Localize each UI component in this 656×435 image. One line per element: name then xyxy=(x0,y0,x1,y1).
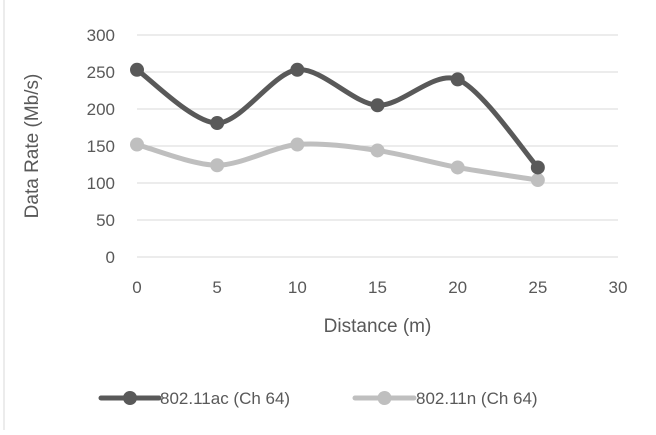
x-tick-label: 0 xyxy=(132,278,141,297)
legend-swatch-marker xyxy=(377,391,392,405)
data-point xyxy=(290,62,305,77)
data-point xyxy=(290,137,305,152)
legend-label: 802.11ac (Ch 64) xyxy=(160,389,290,408)
legend-item-0: 802.11ac (Ch 64) xyxy=(98,389,290,408)
y-tick-label: 50 xyxy=(96,211,115,230)
legend-label: 802.11n (Ch 64) xyxy=(416,389,538,408)
y-tick-label: 150 xyxy=(87,137,115,156)
y-axis-title: Data Rate (Mb/s) xyxy=(22,74,43,219)
data-point xyxy=(530,160,545,175)
x-tick-label: 25 xyxy=(528,278,547,297)
x-tick-label: 5 xyxy=(212,278,221,297)
x-tick-label: 15 xyxy=(368,278,387,297)
y-tick-label: 250 xyxy=(87,63,115,82)
data-point xyxy=(450,72,465,87)
legend-item-1: 802.11n (Ch 64) xyxy=(352,389,538,408)
y-tick-label: 100 xyxy=(87,174,115,193)
legend: 802.11ac (Ch 64) 802.11n (Ch 64) xyxy=(98,389,538,408)
series-0 xyxy=(130,62,545,175)
data-point xyxy=(370,143,385,158)
x-tick-label: 30 xyxy=(609,278,628,297)
y-tick-label: 200 xyxy=(87,100,115,119)
legend-swatch-marker xyxy=(123,391,137,405)
data-point xyxy=(450,160,465,175)
tick-labels: 0 50 100 150 200 250 300 0 5 10 15 20 25 30 xyxy=(87,26,628,297)
y-tick-label: 0 xyxy=(106,248,115,267)
data-point xyxy=(130,137,144,152)
x-axis-title: Distance (m) xyxy=(324,316,432,337)
series-line xyxy=(134,67,541,170)
data-point xyxy=(370,98,385,113)
series-line xyxy=(134,141,541,183)
data-point xyxy=(210,116,225,131)
data-point xyxy=(530,173,545,188)
x-tick-label: 20 xyxy=(448,278,467,297)
y-tick-label: 300 xyxy=(87,26,115,45)
x-tick-label: 10 xyxy=(288,278,307,297)
data-series xyxy=(130,62,545,188)
data-point xyxy=(210,158,225,173)
series-1 xyxy=(130,137,545,188)
data-point xyxy=(130,62,144,77)
